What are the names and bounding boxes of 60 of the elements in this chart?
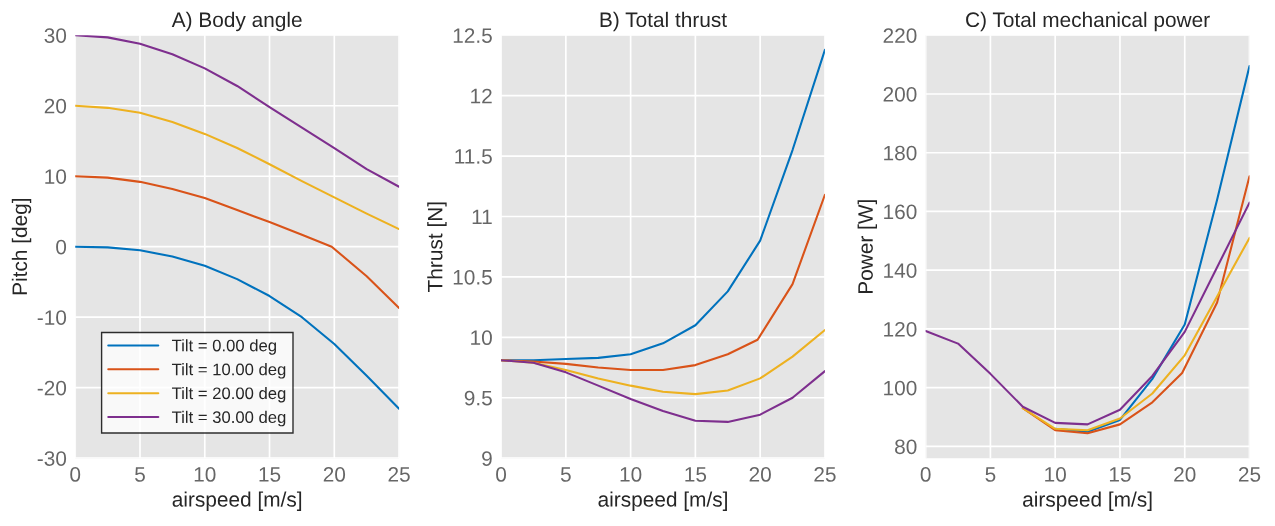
y-tick-label: 9.5	[464, 390, 492, 406]
line-series	[75, 175, 400, 310]
x-axis-title: airspeed [m/s]	[598, 491, 727, 511]
x-tick-label: 15	[1109, 467, 1131, 482]
y-axis-title: Pitch [deg]	[11, 198, 32, 295]
y-tick-label: 220	[883, 28, 917, 43]
y-tick-label: 12.5	[453, 28, 492, 43]
y-tick-label: 12	[471, 88, 492, 104]
x-tick-label: 10	[194, 467, 216, 482]
legend-label: Tilt = 0.00 deg	[171, 339, 276, 355]
x-tick-label: 5	[985, 467, 996, 482]
line-series	[1021, 236, 1250, 432]
y-tick-label: 11.5	[455, 149, 492, 164]
x-tick-label: 25	[388, 467, 410, 482]
y-tick-label: -10	[37, 310, 67, 325]
x-tick-label: 20	[749, 467, 771, 482]
y-tick-label: 10	[45, 169, 67, 184]
chart-title: C) Total mechanical power	[966, 11, 1210, 32]
x-tick-label: 20	[1174, 467, 1196, 482]
x-tick-label: 15	[259, 467, 281, 482]
x-tick-label: 25	[814, 467, 836, 482]
y-tick-label: 11	[472, 209, 492, 225]
legend-label: Tilt = 10.00 deg	[171, 363, 286, 379]
line-series	[75, 104, 400, 231]
y-tick-label: 200	[883, 86, 917, 102]
y-tick-label: 80	[895, 439, 917, 455]
y-tick-label: -20	[37, 380, 67, 396]
x-tick-label: 25	[1238, 467, 1261, 482]
x-tick-label: 10	[620, 467, 642, 482]
x-tick-label: 5	[560, 467, 571, 482]
y-tick-label: 160	[884, 204, 917, 220]
x-tick-label: 0	[70, 467, 81, 482]
chart-title: B) Total thrust	[600, 11, 727, 32]
y-tick-label: 30	[44, 28, 67, 43]
x-tick-label: 10	[1045, 467, 1066, 482]
x-axis-title: airspeed [m/s]	[1023, 491, 1152, 511]
legend-label: Tilt = 20.00 deg	[171, 386, 286, 403]
y-tick-label: 140	[884, 263, 917, 278]
x-tick-label: 5	[135, 467, 145, 482]
y-tick-label: 10	[471, 330, 492, 346]
x-tick-label: 0	[920, 467, 931, 482]
chart-title: A) Body angle	[171, 11, 302, 32]
line-series	[925, 201, 1250, 426]
y-tick-label: 100	[884, 380, 917, 396]
y-axis-title: Power [W]	[857, 200, 878, 294]
x-axis-title: airspeed [m/s]	[172, 491, 302, 511]
y-tick-label: -30	[37, 451, 67, 466]
legend-label: Tilt = 30.00 deg	[171, 410, 286, 427]
x-tick-label: 20	[323, 467, 346, 482]
x-tick-label: 15	[685, 467, 707, 482]
y-tick-label: 10.5	[453, 269, 492, 285]
line-series	[501, 359, 825, 423]
y-tick-label: 9	[482, 451, 492, 466]
y-tick-label: 0	[56, 239, 67, 255]
y-axis-title: Thrust [N]	[427, 202, 447, 292]
y-tick-label: 120	[884, 321, 917, 337]
y-tick-label: 180	[884, 145, 917, 161]
y-tick-label: 20	[44, 98, 67, 114]
x-tick-label: 0	[496, 467, 507, 482]
line-series	[75, 245, 400, 410]
